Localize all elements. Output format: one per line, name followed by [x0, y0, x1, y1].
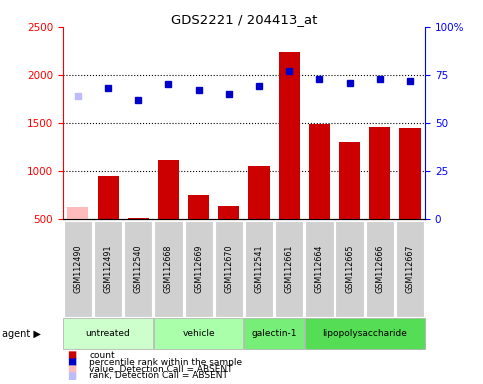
Text: GSM112490: GSM112490 [73, 245, 83, 293]
Text: rank, Detection Call = ABSENT: rank, Detection Call = ABSENT [89, 371, 228, 381]
Bar [248, 166, 270, 219]
Bar [279, 52, 300, 219]
Text: GSM112668: GSM112668 [164, 245, 173, 293]
Bar [339, 142, 360, 219]
Bar [98, 176, 119, 219]
Text: lipopolysaccharide: lipopolysaccharide [322, 329, 407, 338]
Bar [67, 207, 88, 219]
Text: ■: ■ [68, 371, 77, 381]
Bar [188, 195, 209, 219]
Text: GSM112540: GSM112540 [134, 245, 143, 293]
Bar [399, 128, 421, 219]
Bar [218, 207, 240, 219]
Text: GSM112666: GSM112666 [375, 245, 384, 293]
Text: ■: ■ [68, 350, 77, 360]
Text: ■: ■ [68, 357, 77, 367]
Text: vehicle: vehicle [182, 329, 215, 338]
Title: GDS2221 / 204413_at: GDS2221 / 204413_at [170, 13, 317, 26]
Text: GSM112669: GSM112669 [194, 245, 203, 293]
Text: GSM112541: GSM112541 [255, 245, 264, 293]
Text: GSM112665: GSM112665 [345, 245, 354, 293]
Text: percentile rank within the sample: percentile rank within the sample [89, 358, 242, 367]
Text: galectin-1: galectin-1 [251, 329, 297, 338]
Text: value, Detection Call = ABSENT: value, Detection Call = ABSENT [89, 364, 233, 374]
Text: untreated: untreated [85, 329, 130, 338]
Text: GSM112661: GSM112661 [284, 245, 294, 293]
Text: GSM112491: GSM112491 [103, 245, 113, 293]
Bar [309, 124, 330, 219]
Text: GSM112664: GSM112664 [315, 245, 324, 293]
Bar [128, 218, 149, 219]
Bar [158, 161, 179, 219]
Text: GSM112670: GSM112670 [224, 245, 233, 293]
Text: count: count [89, 351, 115, 360]
Text: ■: ■ [68, 364, 77, 374]
Bar [369, 127, 390, 219]
Text: agent ▶: agent ▶ [2, 329, 41, 339]
Text: GSM112667: GSM112667 [405, 245, 414, 293]
